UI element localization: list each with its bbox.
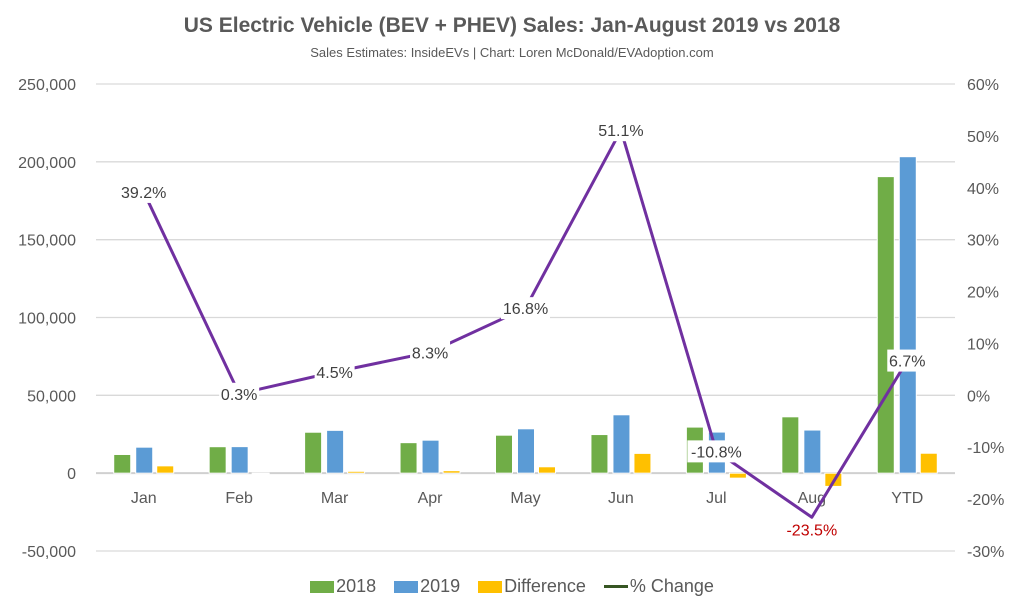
data-label-bg bbox=[687, 440, 746, 463]
y-right-tick-label: 30% bbox=[967, 233, 999, 250]
y-right-tick-label: -10% bbox=[967, 440, 1004, 457]
bar-2018-mar bbox=[304, 431, 323, 474]
data-label-bg bbox=[410, 341, 451, 364]
data-label-pct-change: -10.8% bbox=[691, 444, 742, 461]
legend-swatch bbox=[603, 585, 628, 588]
bar-2019-ytd bbox=[898, 156, 917, 474]
bar-difference-ytd bbox=[919, 452, 938, 474]
bar-difference-apr bbox=[442, 470, 461, 474]
data-label-pct-change: -23.5% bbox=[786, 522, 837, 539]
y-right-tick-label: 20% bbox=[967, 285, 999, 302]
y-left-tick-label: 50,000 bbox=[27, 388, 76, 405]
legend-label: % Change bbox=[629, 576, 714, 596]
bar-2018-may bbox=[495, 434, 513, 474]
data-label-pct-change: 39.2% bbox=[121, 185, 166, 202]
bar-difference-jun bbox=[633, 452, 652, 474]
legend-item-difference: Difference bbox=[478, 576, 586, 597]
y-right-tick-label: 40% bbox=[967, 181, 999, 198]
legend-swatch bbox=[394, 580, 419, 593]
chart-subtitle: Sales Estimates: InsideEVs | Chart: Lore… bbox=[310, 45, 714, 60]
data-label-pct-change: 16.8% bbox=[503, 301, 548, 318]
y-left-tick-label: 100,000 bbox=[18, 311, 76, 328]
bar-2019-jun bbox=[612, 414, 631, 474]
legend-swatch bbox=[310, 580, 335, 593]
data-label-pct-change: 8.3% bbox=[412, 345, 448, 362]
x-tick-label: Feb bbox=[225, 490, 253, 507]
legend-swatch bbox=[478, 580, 503, 593]
data-label-pct-change: 0.3% bbox=[221, 387, 257, 404]
x-tick-label: Jan bbox=[131, 490, 157, 507]
y-right-tick-label: 60% bbox=[967, 77, 999, 94]
bar-2018-feb bbox=[208, 446, 227, 474]
data-label-pct-change: 6.7% bbox=[889, 354, 925, 371]
y-right-tick-label: -20% bbox=[967, 492, 1004, 509]
bar-difference-may bbox=[538, 466, 556, 474]
data-label-pct-change: 4.5% bbox=[316, 365, 352, 382]
y-right-tick-label: 0% bbox=[967, 388, 990, 405]
x-tick-label: Jun bbox=[608, 490, 634, 507]
bar-2018-apr bbox=[399, 442, 418, 474]
bar-2019-feb bbox=[230, 446, 249, 474]
y-left-tick-label: 200,000 bbox=[18, 155, 76, 172]
bar-difference-jan bbox=[156, 465, 175, 474]
data-label-bg bbox=[219, 382, 260, 405]
data-label-bg bbox=[314, 360, 355, 383]
bar-2018-ytd bbox=[876, 176, 895, 474]
x-tick-label: Apr bbox=[418, 490, 444, 507]
bar-2018-jun bbox=[590, 434, 609, 474]
bar-difference-jul bbox=[728, 472, 747, 479]
y-left-tick-label: 0 bbox=[67, 466, 76, 483]
bar-difference-feb bbox=[251, 472, 270, 475]
bar-2019-apr bbox=[421, 439, 440, 474]
y-right-tick-label: 50% bbox=[967, 129, 999, 146]
bar-difference-mar bbox=[347, 470, 366, 474]
legend-label: 2018 bbox=[336, 576, 377, 596]
data-label-bg bbox=[119, 180, 169, 203]
bar-2019-mar bbox=[326, 429, 345, 474]
legend-item-pct-change: % Change bbox=[603, 576, 714, 597]
bar-2019-aug bbox=[803, 429, 822, 474]
legend-item-2019: 2019 bbox=[394, 576, 460, 597]
bar-2018-jan bbox=[113, 453, 132, 474]
x-tick-label: Jul bbox=[706, 490, 726, 507]
y-left-tick-label: 150,000 bbox=[18, 233, 76, 250]
x-tick-label: May bbox=[510, 490, 540, 507]
y-left-tick-label: -50,000 bbox=[22, 544, 76, 561]
chart-title: US Electric Vehicle (BEV + PHEV) Sales: … bbox=[183, 14, 841, 37]
data-label-bg bbox=[596, 119, 646, 142]
y-left-tick-label: 250,000 bbox=[18, 77, 76, 94]
x-tick-label: Mar bbox=[321, 490, 349, 507]
bar-2018-aug bbox=[781, 416, 800, 474]
y-right-tick-label: -30% bbox=[967, 544, 1004, 561]
legend-item-2018: 2018 bbox=[310, 576, 376, 597]
x-tick-label: YTD bbox=[891, 490, 923, 507]
bar-2019-jan bbox=[135, 446, 154, 474]
data-label-bg bbox=[887, 349, 928, 372]
data-label-pct-change: 51.1% bbox=[598, 123, 643, 140]
legend-label: 2019 bbox=[420, 576, 461, 596]
legend: 2018 2019 Difference % Change bbox=[0, 576, 1024, 597]
bar-2019-may bbox=[517, 428, 535, 474]
data-label-bg bbox=[501, 297, 550, 320]
y-right-tick-label: 10% bbox=[967, 336, 999, 353]
legend-label: Difference bbox=[504, 576, 586, 596]
